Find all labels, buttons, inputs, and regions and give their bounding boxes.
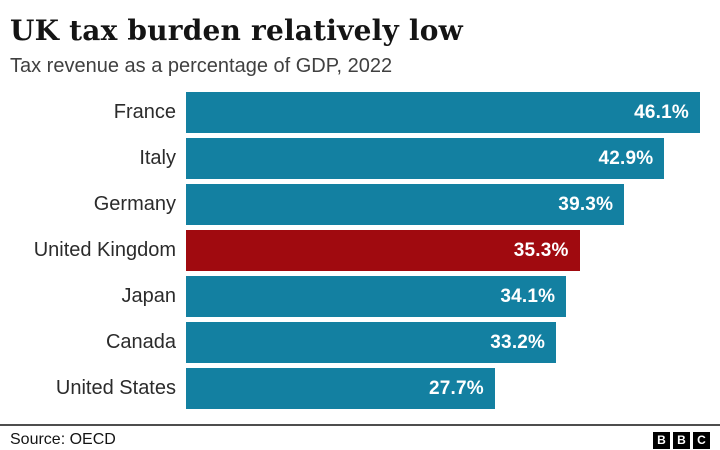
bar-row: France 46.1% xyxy=(0,92,720,133)
bar-row: Canada 33.2% xyxy=(0,322,720,363)
value-label: 33.2% xyxy=(490,331,546,353)
bar-row: United States 27.7% xyxy=(0,368,720,409)
bar: 33.2% xyxy=(186,322,557,363)
value-label: 39.3% xyxy=(558,193,614,215)
value-label: 46.1% xyxy=(634,101,689,123)
bar: 42.9% xyxy=(186,138,665,179)
bar-chart: France 46.1% Italy 42.9% Germany 39.3% United … xyxy=(0,92,720,414)
category-label: France xyxy=(113,101,176,123)
bar: 27.7% xyxy=(186,368,495,409)
bar-area: 35.3% xyxy=(186,230,700,271)
bar-row: United Kingdom 35.3% xyxy=(0,230,720,271)
chart-subtitle: Tax revenue as a percentage of GDP, 2022 xyxy=(10,55,393,77)
bbc-logo-block: C xyxy=(693,431,710,449)
bar-row: Germany 39.3% xyxy=(0,184,720,225)
bbc-logo-block: B xyxy=(653,431,670,449)
category-label: Japan xyxy=(121,285,177,307)
source-attribution: Source: OECD xyxy=(10,431,116,448)
category-label: United States xyxy=(55,377,176,399)
bar: 39.3% xyxy=(186,184,625,225)
bar-area: 39.3% xyxy=(186,184,700,225)
category-label: Italy xyxy=(139,147,176,169)
value-label: 34.1% xyxy=(500,285,556,307)
bbc-logo-block: B xyxy=(673,431,690,449)
bar-area: 46.1% xyxy=(186,92,700,133)
chart-header: UK tax burden relatively low Tax revenue… xyxy=(0,0,720,78)
chart-title: UK tax burden relatively low xyxy=(10,14,463,47)
bar: 46.1% xyxy=(186,92,700,133)
bar-area: 42.9% xyxy=(186,138,700,179)
category-label: United Kingdom xyxy=(33,239,176,261)
category-label: Germany xyxy=(93,193,176,215)
bar-row: Italy 42.9% xyxy=(0,138,720,179)
value-label: 42.9% xyxy=(598,147,654,169)
bar-area: 33.2% xyxy=(186,322,700,363)
bar: 34.1% xyxy=(186,276,567,317)
bar-row: Japan 34.1% xyxy=(0,276,720,317)
category-label: Canada xyxy=(105,331,176,353)
value-label: 35.3% xyxy=(513,239,569,261)
bar-area: 27.7% xyxy=(186,368,700,409)
bar-highlighted: 35.3% xyxy=(186,230,580,271)
bar-area: 34.1% xyxy=(186,276,700,317)
value-label: 27.7% xyxy=(428,377,484,399)
